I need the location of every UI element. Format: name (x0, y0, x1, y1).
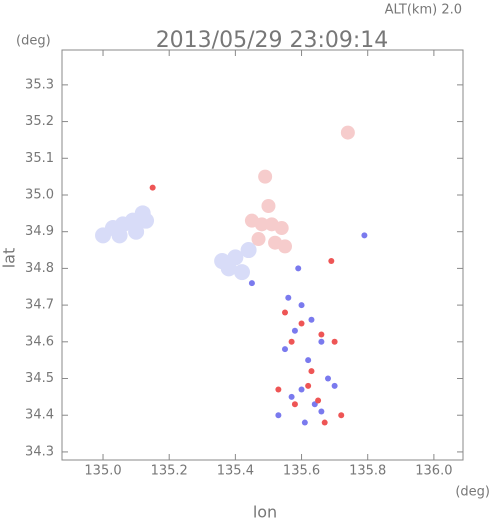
y-unit: (deg) (16, 34, 51, 49)
y-tick-label: 35.2 (25, 114, 54, 129)
echo-point (305, 382, 312, 389)
echo-point (331, 338, 338, 345)
x-tick-label: 135.0 (84, 464, 121, 479)
echo-point (331, 382, 338, 389)
y-tick-label: 34.3 (25, 444, 54, 459)
y-tick-label: 35.1 (25, 151, 54, 166)
echo-point (298, 320, 305, 327)
y-tick-label: 34.9 (25, 224, 54, 239)
echo-point (308, 316, 315, 323)
echo-point (301, 419, 308, 426)
y-tick-label: 35.0 (25, 187, 54, 202)
echo-point (261, 198, 276, 213)
plot-frame (61, 49, 464, 461)
y-tick-label: 34.4 (25, 408, 54, 423)
echo-point (248, 280, 255, 287)
echo-point (340, 125, 355, 140)
echo-point (305, 357, 312, 364)
echo-point (291, 327, 298, 334)
echo-point (233, 264, 250, 281)
echo-point (277, 239, 292, 254)
echo-point (220, 260, 237, 277)
x-tick-label: 135.6 (283, 464, 320, 479)
echo-point (240, 242, 257, 259)
x-axis-label: lon (253, 503, 277, 522)
subtitle: ALT(km) 2.0 (385, 3, 462, 18)
y-tick-label: 34.8 (25, 261, 54, 276)
y-tick-label: 34.6 (25, 334, 54, 349)
echo-point (298, 302, 305, 309)
x-tick-label: 136.0 (415, 464, 452, 479)
echo-point (308, 368, 315, 375)
echo-point (128, 223, 145, 240)
echo-point (318, 338, 325, 345)
echo-point (275, 412, 282, 419)
x-tick-label: 135.8 (349, 464, 386, 479)
y-tick-label: 34.5 (25, 371, 54, 386)
chart-title: 2013/05/29 23:09:14 (156, 28, 389, 53)
x-unit: (deg) (455, 485, 490, 500)
echo-point (288, 393, 295, 400)
echo-point (325, 375, 332, 382)
echo-point (251, 232, 266, 247)
echo-point (338, 412, 345, 419)
echo-point (298, 386, 305, 393)
echo-point (138, 212, 155, 229)
echo-point (295, 265, 302, 272)
echo-point (254, 217, 269, 232)
echo-point (291, 401, 298, 408)
echo-point (315, 397, 322, 404)
echo-point (361, 232, 368, 239)
echo-point (258, 169, 273, 184)
echo-point (274, 221, 289, 236)
echo-point (285, 294, 292, 301)
echo-point (275, 386, 282, 393)
echo-point (111, 227, 128, 244)
echo-point (149, 184, 156, 191)
y-tick-label: 34.7 (25, 298, 54, 313)
echo-point (281, 309, 288, 316)
x-tick-label: 135.4 (217, 464, 254, 479)
y-tick-label: 35.3 (25, 77, 54, 92)
echo-point (288, 338, 295, 345)
x-tick-label: 135.2 (151, 464, 188, 479)
echo-point (321, 419, 328, 426)
echo-point (281, 346, 288, 353)
echo-point (328, 258, 335, 265)
y-axis-label: lat (0, 248, 19, 269)
echo-point (318, 331, 325, 338)
echo-point (318, 408, 325, 415)
